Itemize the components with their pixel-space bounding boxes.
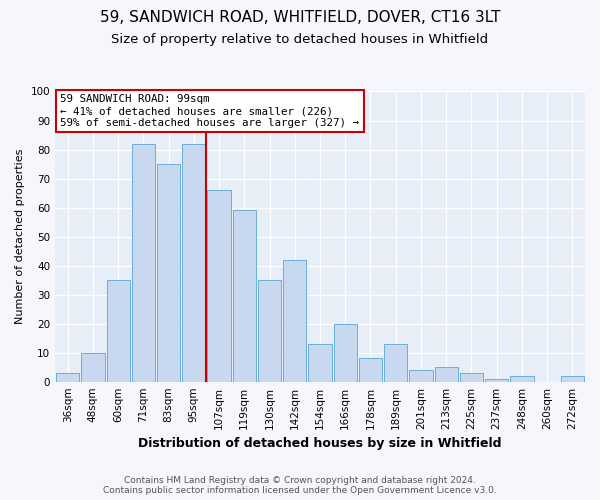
- Text: 59 SANDWICH ROAD: 99sqm
← 41% of detached houses are smaller (226)
59% of semi-d: 59 SANDWICH ROAD: 99sqm ← 41% of detache…: [61, 94, 359, 128]
- Bar: [460, 373, 483, 382]
- Text: Size of property relative to detached houses in Whitfield: Size of property relative to detached ho…: [112, 32, 488, 46]
- Bar: [157, 164, 180, 382]
- Bar: [208, 190, 230, 382]
- Bar: [384, 344, 407, 382]
- Bar: [308, 344, 332, 382]
- Bar: [359, 358, 382, 382]
- Bar: [56, 373, 79, 382]
- Bar: [409, 370, 433, 382]
- Bar: [233, 210, 256, 382]
- Bar: [81, 352, 104, 382]
- Text: 59, SANDWICH ROAD, WHITFIELD, DOVER, CT16 3LT: 59, SANDWICH ROAD, WHITFIELD, DOVER, CT1…: [100, 10, 500, 25]
- Bar: [434, 367, 458, 382]
- Y-axis label: Number of detached properties: Number of detached properties: [15, 149, 25, 324]
- Bar: [182, 144, 205, 382]
- X-axis label: Distribution of detached houses by size in Whitfield: Distribution of detached houses by size …: [138, 437, 502, 450]
- Bar: [334, 324, 357, 382]
- Bar: [258, 280, 281, 382]
- Bar: [561, 376, 584, 382]
- Bar: [511, 376, 533, 382]
- Bar: [132, 144, 155, 382]
- Text: Contains HM Land Registry data © Crown copyright and database right 2024.
Contai: Contains HM Land Registry data © Crown c…: [103, 476, 497, 495]
- Bar: [485, 379, 508, 382]
- Bar: [283, 260, 307, 382]
- Bar: [107, 280, 130, 382]
